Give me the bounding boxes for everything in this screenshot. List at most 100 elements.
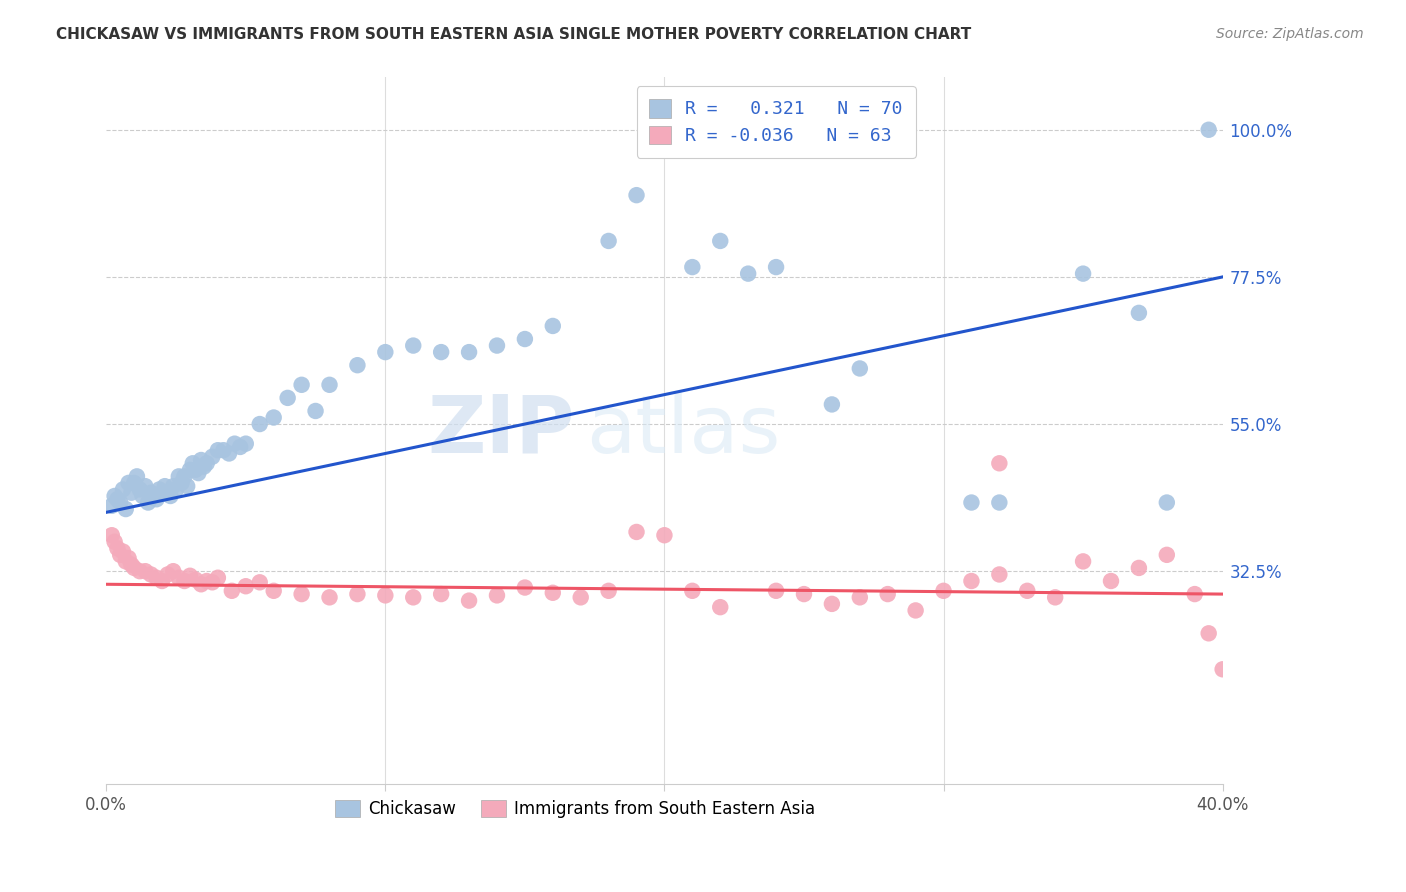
Point (374, 345, 396, 359)
Point (150, 574, 173, 588)
Point (430, 345, 453, 359)
Point (541, 318, 564, 333)
Point (179, 568, 201, 582)
Point (167, 571, 190, 585)
Legend: Chickasaw, Immigrants from South Eastern Asia: Chickasaw, Immigrants from South Eastern… (328, 793, 823, 825)
Point (134, 564, 156, 578)
Point (173, 469, 195, 483)
Point (821, 397, 844, 411)
Point (988, 495, 1011, 509)
Point (598, 583, 620, 598)
Point (1156, 548, 1178, 562)
Point (150, 485, 173, 500)
Point (195, 574, 218, 588)
Point (128, 564, 150, 578)
Point (120, 558, 142, 572)
Point (195, 456, 218, 470)
Point (101, 499, 124, 513)
Point (128, 483, 150, 497)
Point (120, 485, 142, 500)
Point (458, 345, 481, 359)
Point (654, 528, 676, 542)
Point (235, 579, 257, 593)
Point (207, 571, 229, 585)
Point (1017, 583, 1039, 598)
Point (681, 260, 703, 274)
Point (156, 485, 179, 500)
Point (145, 492, 167, 507)
Point (170, 475, 193, 490)
Point (187, 466, 209, 480)
Point (235, 436, 257, 450)
Point (598, 234, 620, 248)
Point (765, 583, 787, 598)
Point (114, 554, 136, 568)
Point (179, 463, 201, 477)
Point (681, 583, 703, 598)
Point (207, 443, 229, 458)
Point (1099, 574, 1122, 588)
Point (190, 453, 212, 467)
Point (193, 459, 215, 474)
Point (318, 591, 340, 605)
Text: Source: ZipAtlas.com: Source: ZipAtlas.com (1216, 27, 1364, 41)
Point (139, 485, 162, 500)
Point (541, 586, 564, 600)
Point (485, 338, 508, 352)
Point (184, 573, 207, 587)
Point (263, 583, 285, 598)
Point (402, 338, 425, 352)
Point (849, 591, 872, 605)
Point (1071, 267, 1094, 281)
Point (430, 587, 453, 601)
Point (111, 544, 134, 558)
Point (104, 489, 127, 503)
Point (1043, 591, 1066, 605)
Point (218, 446, 240, 460)
Point (821, 597, 844, 611)
Point (765, 260, 787, 274)
Point (960, 495, 983, 509)
Point (1128, 306, 1150, 320)
Point (249, 417, 271, 431)
Point (793, 587, 815, 601)
Point (904, 603, 927, 617)
Point (346, 587, 368, 601)
Point (229, 440, 252, 454)
Point (162, 564, 184, 578)
Point (277, 391, 299, 405)
Point (145, 571, 167, 585)
Point (485, 588, 508, 602)
Point (201, 575, 224, 590)
Point (849, 361, 872, 376)
Text: atlas: atlas (586, 392, 780, 469)
Point (402, 591, 425, 605)
Point (263, 410, 285, 425)
Point (626, 524, 648, 539)
Point (117, 551, 139, 566)
Text: ZIP: ZIP (427, 392, 575, 469)
Point (131, 489, 153, 503)
Point (709, 234, 731, 248)
Point (737, 267, 759, 281)
Point (1212, 662, 1234, 676)
Point (249, 575, 271, 590)
Point (122, 561, 145, 575)
Point (1128, 561, 1150, 575)
Point (1198, 626, 1220, 640)
Point (173, 574, 195, 588)
Point (107, 541, 129, 556)
Point (134, 479, 156, 493)
Point (221, 583, 243, 598)
Point (988, 456, 1011, 470)
Point (176, 479, 198, 493)
Point (374, 588, 396, 602)
Point (153, 479, 176, 493)
Point (709, 600, 731, 615)
Point (1156, 495, 1178, 509)
Point (181, 456, 204, 470)
Point (513, 332, 536, 346)
Point (159, 489, 181, 503)
Point (626, 188, 648, 202)
Point (569, 591, 592, 605)
